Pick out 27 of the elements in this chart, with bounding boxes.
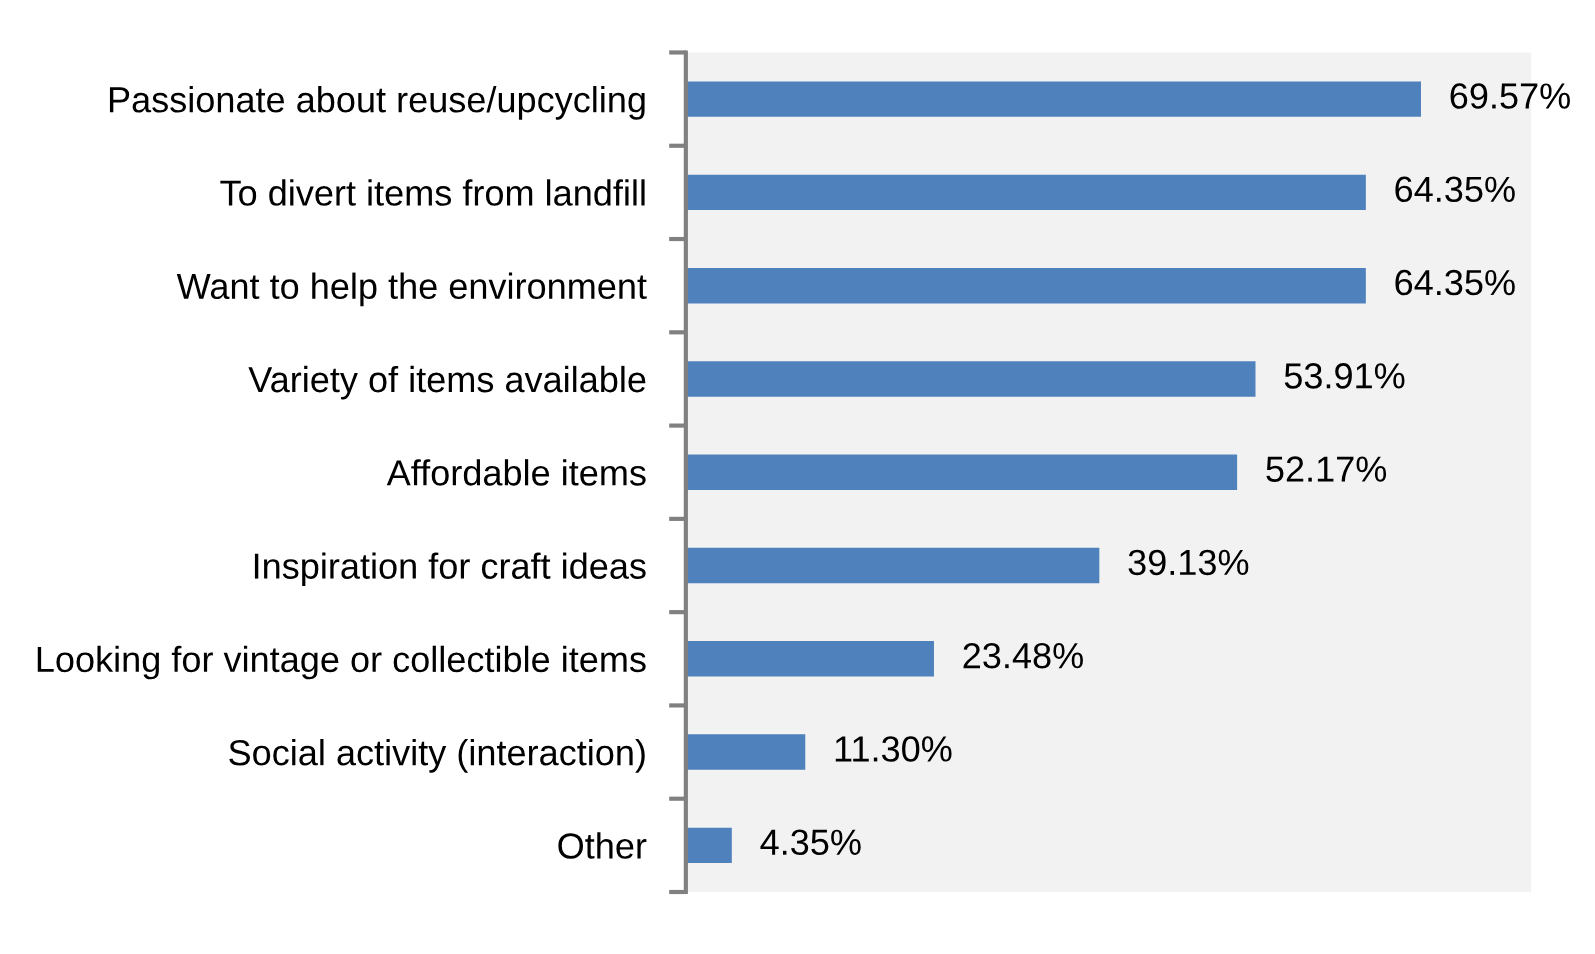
- data-label: 52.17%: [1266, 456, 1387, 482]
- y-tick-label: Passionate about reuse/upcycling: [109, 86, 645, 120]
- data-label: 64.35%: [1395, 269, 1515, 296]
- y-tick-label: Other: [558, 832, 647, 859]
- bar: [685, 547, 1100, 584]
- y-tick-label: Looking for vintage or collectible items: [37, 645, 646, 680]
- y-tick-label: Want to help the environment: [176, 272, 647, 307]
- data-label: 64.35%: [1395, 176, 1515, 203]
- bar: [685, 641, 934, 677]
- bar: [685, 174, 1366, 211]
- data-label: 23.48%: [963, 642, 1083, 669]
- data-label: 4.35%: [760, 829, 861, 856]
- bar: [685, 734, 806, 770]
- data-label: 69.57%: [1450, 83, 1570, 109]
- data-label: 11.30%: [835, 736, 952, 762]
- bar: [685, 827, 732, 864]
- y-tick-label: Social activity (interaction): [229, 738, 645, 773]
- bar: [685, 361, 1256, 397]
- bar: [685, 267, 1366, 304]
- bar: [685, 454, 1238, 490]
- y-tick-label: Affordable items: [386, 459, 646, 486]
- data-label: 53.91%: [1284, 363, 1405, 389]
- y-tick-label: To divert items from landfill: [220, 179, 645, 206]
- bar: [685, 81, 1421, 117]
- y-tick-label: Inspiration for craft ideas: [254, 552, 646, 587]
- y-tick-label: Variety of items available: [248, 365, 646, 400]
- data-label: 39.13%: [1128, 549, 1249, 576]
